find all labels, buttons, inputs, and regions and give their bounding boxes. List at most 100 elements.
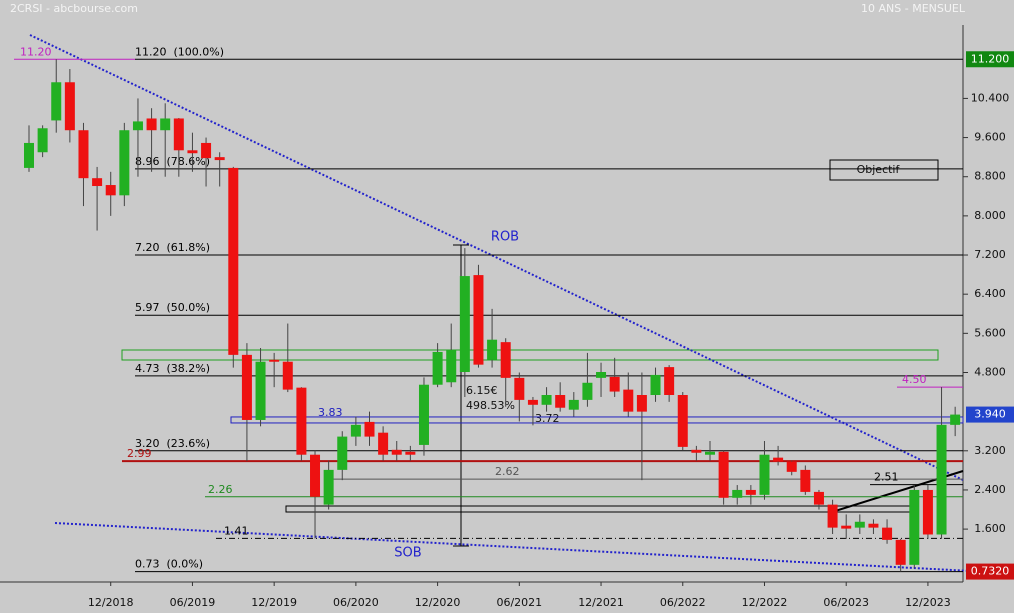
gain-label: 6.15€ [466, 384, 498, 397]
candle-body [841, 525, 852, 529]
candle-body [773, 457, 784, 462]
price-tag [966, 563, 1014, 580]
level-label: 3.83 [318, 406, 343, 419]
candle-body [473, 275, 484, 365]
price-tag-label: 0.7320 [971, 565, 1010, 578]
objective-label: Objectif [857, 163, 901, 176]
x-tick-label: 12/2020 [415, 596, 461, 609]
candle-body [119, 130, 130, 196]
price-tag-label: 3.940 [974, 408, 1006, 421]
candle-body [446, 349, 457, 383]
y-tick-label: 8.000 [974, 209, 1006, 222]
candle-body [718, 451, 729, 498]
rob-label: ROB [491, 230, 519, 245]
candle-body [487, 339, 498, 360]
x-tick-label: 12/2023 [905, 596, 951, 609]
candle-body [146, 118, 157, 131]
x-tick-label: 12/2022 [742, 596, 788, 609]
candle-body [854, 521, 865, 528]
level-label: 5.97 (50.0%) [135, 301, 210, 314]
candle-body [705, 451, 715, 455]
candle-body [527, 399, 538, 405]
candle-body [541, 395, 552, 405]
candle-body [78, 130, 89, 179]
price-tag [966, 406, 1014, 423]
y-tick-label: 7.200 [974, 248, 1006, 261]
low-label: 3.72 [535, 412, 560, 425]
candle-body [24, 142, 34, 168]
price-tag-label: 11.200 [971, 52, 1010, 65]
candle-body [132, 121, 143, 131]
y-tick-label: 4.800 [974, 365, 1006, 378]
candle-body [596, 371, 607, 378]
candle-body [555, 395, 566, 408]
y-tick-label: 5.600 [974, 326, 1006, 339]
y-tick-label: 3.200 [974, 444, 1006, 457]
level-label: 2.51 [874, 471, 899, 484]
level-label: 1.41 [224, 524, 249, 537]
candle-body [160, 118, 171, 131]
candle-body [691, 449, 702, 453]
candle-body [214, 157, 225, 161]
y-tick-label: 1.600 [974, 522, 1006, 535]
sob-label: SOB [394, 546, 421, 561]
candle-body [609, 376, 620, 392]
candle-body [418, 384, 429, 445]
candle-body [895, 539, 906, 565]
candle-body [201, 142, 212, 159]
candle-body [173, 118, 184, 151]
candle-body [623, 389, 634, 412]
candle-body [459, 276, 470, 372]
candle-body [514, 377, 525, 400]
x-tick-label: 12/2021 [578, 596, 624, 609]
candle-body [296, 387, 307, 455]
price-tag [966, 51, 1014, 68]
y-tick-label: 9.600 [974, 131, 1006, 144]
y-tick-label: 2.400 [974, 483, 1006, 496]
level-label: 0.73 (0.0%) [135, 558, 203, 571]
candle-body [378, 432, 389, 455]
candle-body [323, 469, 334, 505]
level-label: 3.20 (23.6%) [135, 437, 210, 450]
candle-body [64, 82, 75, 131]
candle-body [391, 449, 402, 455]
trendline-upper [29, 34, 964, 481]
candle-body [813, 491, 824, 505]
candle-body [92, 178, 103, 187]
level-label: 7.20 (61.8%) [135, 241, 210, 254]
candle-body [568, 399, 579, 410]
y-tick-label: 6.400 [974, 287, 1006, 300]
candle-body [350, 424, 361, 437]
candle-body [745, 489, 756, 495]
gain-pct-label: 498.53% [466, 399, 515, 412]
x-tick-label: 06/2020 [333, 596, 379, 609]
candle-body [500, 342, 511, 378]
x-tick-label: 12/2019 [251, 596, 297, 609]
candle-body [800, 469, 811, 492]
candle-body [636, 395, 647, 412]
candle-body [105, 185, 116, 196]
candle-body [922, 489, 933, 535]
level-label: 11.20 [20, 45, 52, 58]
candle-body [364, 421, 375, 437]
candle-body [337, 436, 348, 470]
candle-body [732, 489, 743, 498]
candle-body [582, 382, 593, 400]
trendline-lower [54, 522, 991, 573]
candle-body [282, 361, 293, 390]
candle-body [269, 359, 280, 362]
candle-body [664, 367, 675, 395]
x-tick-label: 06/2021 [496, 596, 542, 609]
candle-body [909, 489, 920, 565]
candle-body [432, 351, 443, 385]
level-label: 2.62 [495, 465, 520, 478]
level-label: 4.73 (38.2%) [135, 362, 210, 375]
candle-body [677, 395, 688, 447]
candle-body [37, 128, 48, 153]
candle-body [310, 454, 321, 497]
y-tick-label: 10.400 [971, 91, 1010, 104]
objective-box [829, 159, 939, 181]
y-tick-label: 8.800 [974, 170, 1006, 183]
